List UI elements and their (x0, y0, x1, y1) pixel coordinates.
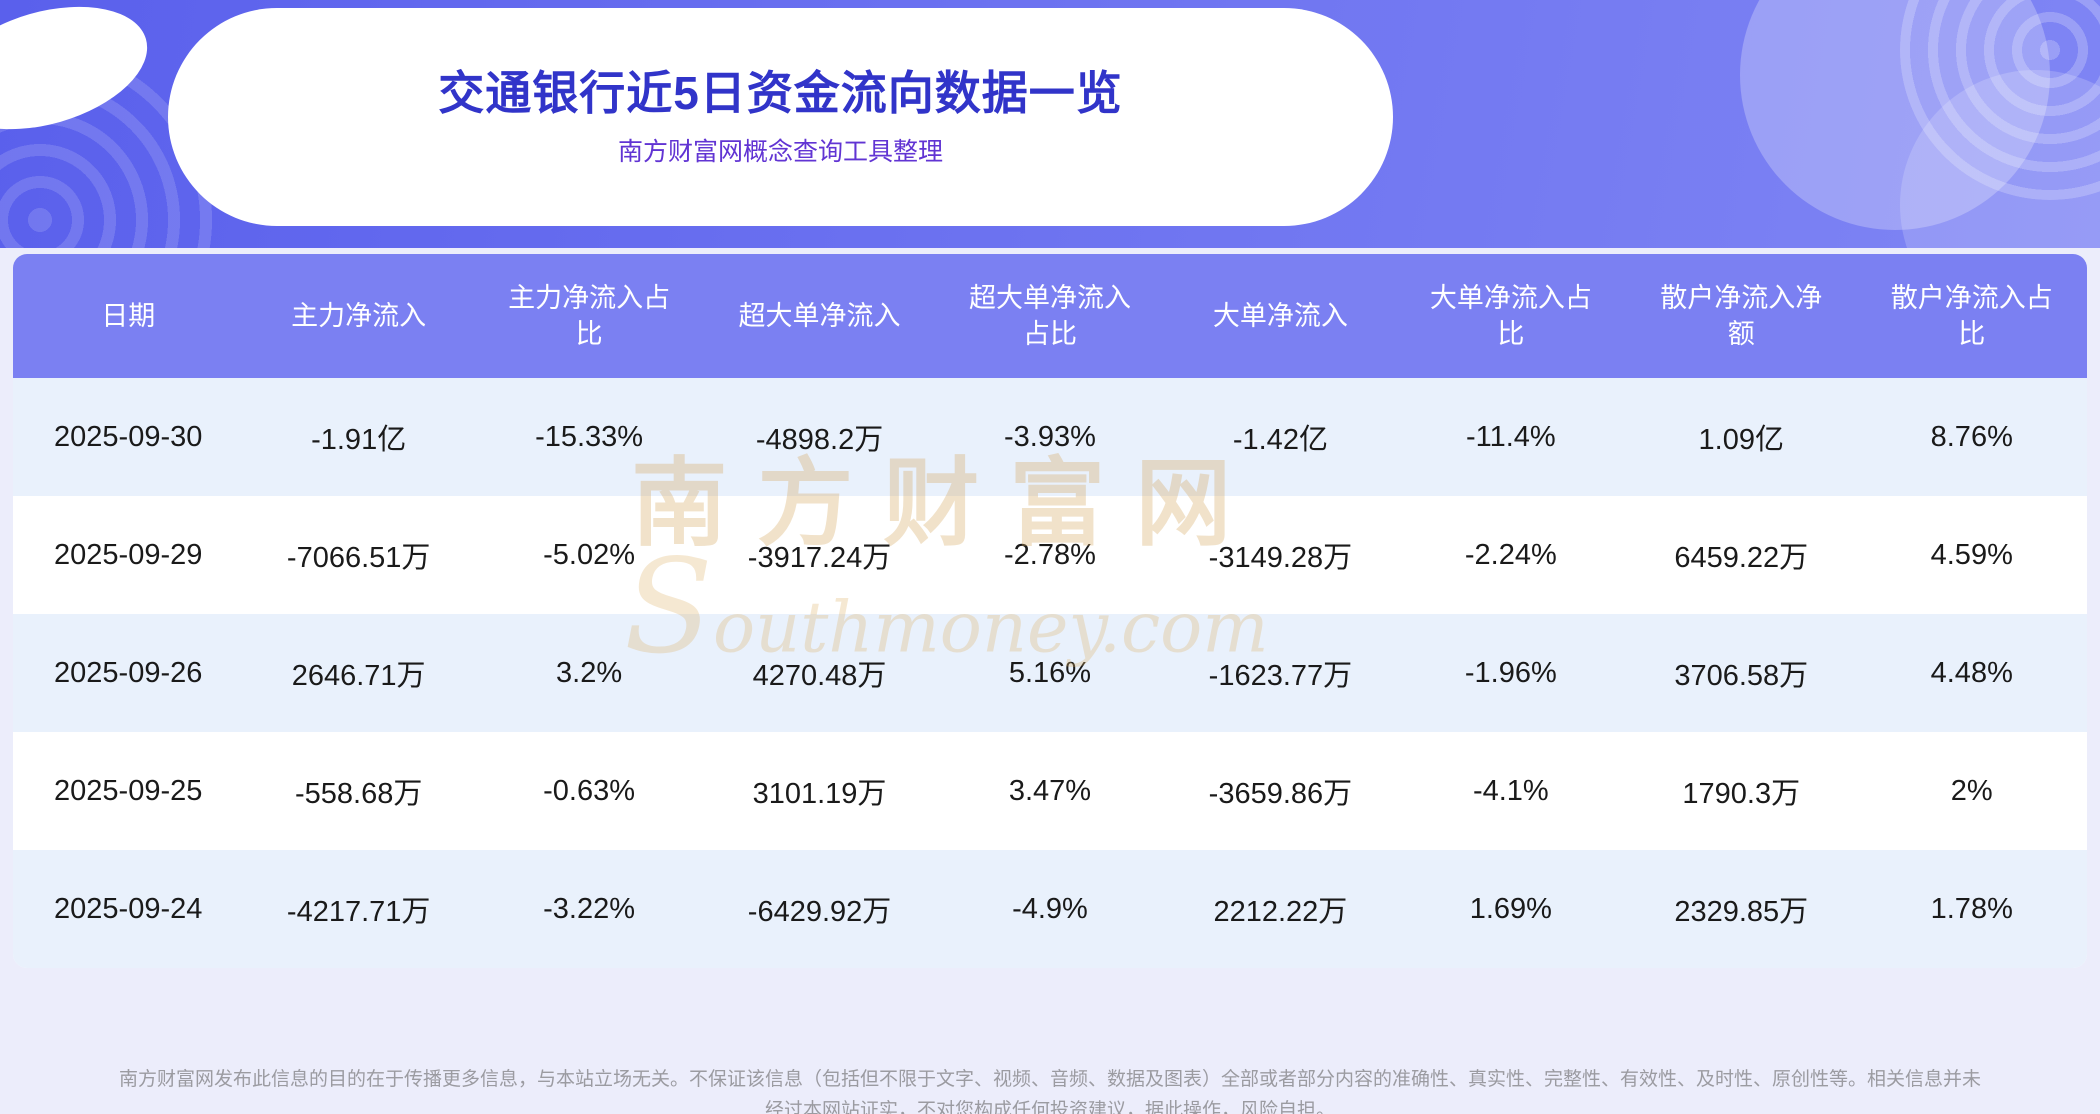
value-cell: 4.59% (1930, 538, 2013, 571)
column-header-8: 散户净流入占比 (1856, 254, 2087, 378)
value-cell: 1.78% (1930, 892, 2013, 925)
column-header-0: 日期 (13, 254, 244, 378)
value-cell: 2329.85万 (1674, 896, 1809, 928)
date-cell: 2025-09-30 (54, 420, 203, 453)
table-head: 日期 主力净流入 主力净流入占比 超大单净流入 超大单净流入占比 大单净流入 大单净流入占比… (13, 254, 2087, 378)
table-row: 2025-09-24 -4217.71万 -3.22% -6429.92万 -4.9% 2… (13, 850, 2087, 968)
value-cell: -1.42亿 (1232, 424, 1328, 456)
table-row: 2025-09-30 -1.91亿 -15.33% -4898.2万 -3.93% -1.… (13, 378, 2087, 496)
table-header-row: 日期 主力净流入 主力净流入占比 超大单净流入 超大单净流入占比 大单净流入 大单净流入占比… (13, 254, 2087, 378)
value-cell: -4217.71万 (286, 896, 431, 928)
value-cell: -15.33% (535, 420, 644, 453)
value-cell: 8.76% (1930, 420, 2013, 453)
value-cell: 4270.48万 (752, 660, 887, 692)
page-title: 交通银行近5日资金流向数据一览 (438, 66, 1123, 119)
fund-flow-table-container: 日期 主力净流入 主力净流入占比 超大单净流入 超大单净流入占比 大单净流入 大单净流入占比… (13, 254, 2087, 968)
value-cell: -1623.77万 (1208, 660, 1353, 692)
date-cell: 2025-09-24 (54, 892, 203, 925)
date-cell: 2025-09-25 (54, 774, 203, 807)
value-cell: 1.69% (1469, 892, 1552, 925)
value-cell: -2.78% (1004, 538, 1096, 571)
date-cell: 2025-09-26 (54, 656, 203, 689)
value-cell: -1.91亿 (311, 424, 407, 456)
value-cell: 2% (1950, 774, 1993, 807)
value-cell: -3.93% (1004, 420, 1096, 453)
table-row: 2025-09-25 -558.68万 -0.63% 3101.19万 3.47% -36… (13, 732, 2087, 850)
table-row: 2025-09-26 2646.71万 3.2% 4270.48万 5.16% -1623… (13, 614, 2087, 732)
value-cell: 2212.22万 (1213, 896, 1348, 928)
value-cell: -2.24% (1464, 538, 1557, 571)
disclaimer-text: 南方财富网发布此信息的目的在于传播更多信息，与本站立场无关。不保证该信息（包括但… (118, 1069, 1981, 1114)
fund-flow-table: 日期 主力净流入 主力净流入占比 超大单净流入 超大单净流入占比 大单净流入 大单净流入占比… (13, 254, 2087, 968)
title-panel: 交通银行近5日资金流向数据一览 南方财富网概念查询工具整理 (168, 8, 1393, 226)
page-header: 交通银行近5日资金流向数据一览 南方财富网概念查询工具整理 (0, 0, 2100, 248)
column-header-6: 大单净流入占比 (1395, 254, 1627, 378)
column-header-4: 超大单净流入占比 (934, 254, 1166, 378)
decor-circle-right-2 (1900, 70, 2100, 248)
column-header-5: 大单净流入 (1165, 254, 1396, 378)
value-cell: 1790.3万 (1682, 778, 1801, 810)
value-cell: -4898.2万 (755, 424, 884, 456)
column-header-1: 主力净流入 (243, 254, 474, 378)
column-header-7: 散户净流入净额 (1626, 254, 1857, 378)
value-cell: -3149.28万 (1208, 542, 1353, 574)
value-cell: -3917.24万 (747, 542, 892, 574)
table-row: 2025-09-29 -7066.51万 -5.02% -3917.24万 -2.78%… (13, 496, 2087, 614)
value-cell: -1.96% (1464, 656, 1557, 689)
value-cell: 4.48% (1930, 656, 2013, 689)
value-cell: -4.9% (1012, 892, 1088, 925)
table-body: 2025-09-30 -1.91亿 -15.33% -4898.2万 -3.93% -1.… (13, 378, 2087, 968)
value-cell: 3101.19万 (752, 778, 887, 810)
value-cell: 3.47% (1008, 774, 1092, 807)
value-cell: -3659.86万 (1208, 778, 1353, 810)
value-cell: -7066.51万 (286, 542, 431, 574)
value-cell: 3706.58万 (1674, 660, 1809, 692)
decor-white-blob (0, 0, 162, 151)
page-footer: 南方财富网发布此信息的目的在于传播更多信息，与本站立场无关。不保证该信息（包括但… (0, 968, 2100, 1114)
decor-circle-right-1 (1740, 0, 2050, 230)
value-cell: -3.22% (543, 892, 636, 925)
value-cell: -11.4% (1465, 420, 1556, 453)
date-cell: 2025-09-29 (54, 538, 203, 571)
value-cell: -5.02% (543, 538, 636, 571)
decor-rings-right (1900, 0, 2100, 200)
value-cell: -4.1% (1472, 774, 1549, 807)
value-cell: 2646.71万 (291, 660, 426, 692)
value-cell: -558.68万 (294, 778, 423, 810)
value-cell: 1.09亿 (1698, 424, 1784, 456)
column-header-2: 主力净流入占比 (473, 254, 705, 378)
value-cell: 6459.22万 (1674, 542, 1809, 574)
column-header-3: 超大单净流入 (704, 254, 935, 378)
value-cell: 5.16% (1008, 656, 1092, 689)
value-cell: -6429.92万 (747, 896, 892, 928)
value-cell: 3.2% (556, 656, 623, 689)
value-cell: -0.63% (543, 774, 636, 807)
page-subtitle: 南方财富网概念查询工具整理 (617, 137, 943, 166)
